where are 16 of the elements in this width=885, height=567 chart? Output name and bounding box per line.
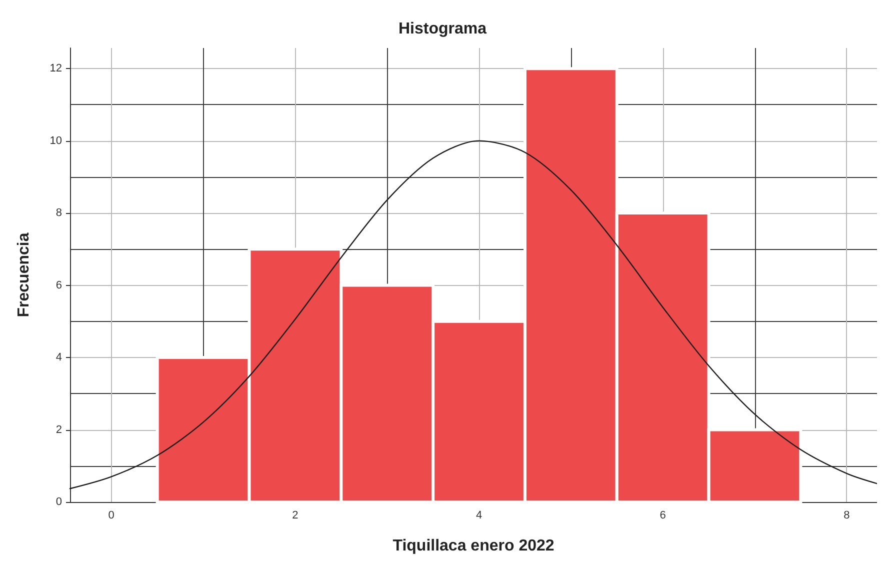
x-tick-label: 4 [476,510,482,522]
x-tick-label: 6 [660,510,666,522]
x-tick-label: 8 [844,510,850,522]
line-series [69,140,877,490]
y-tick-label: 10 [50,134,62,147]
y-tick-label: 12 [50,62,62,75]
y-tick-label: 6 [56,279,62,292]
y-tick-label: 8 [56,207,62,220]
y-tick-label: 4 [56,352,62,364]
y-tick-label: 2 [56,424,62,436]
y-tick-label: 0 [56,496,62,508]
x-tick-label: 0 [108,510,114,522]
x-tick-label: 2 [292,510,298,522]
chart-title: Histograma [398,20,487,38]
x-axis-title: Tiquillaca enero 2022 [392,538,554,554]
y-axis-title: Frecuencia [16,232,32,318]
